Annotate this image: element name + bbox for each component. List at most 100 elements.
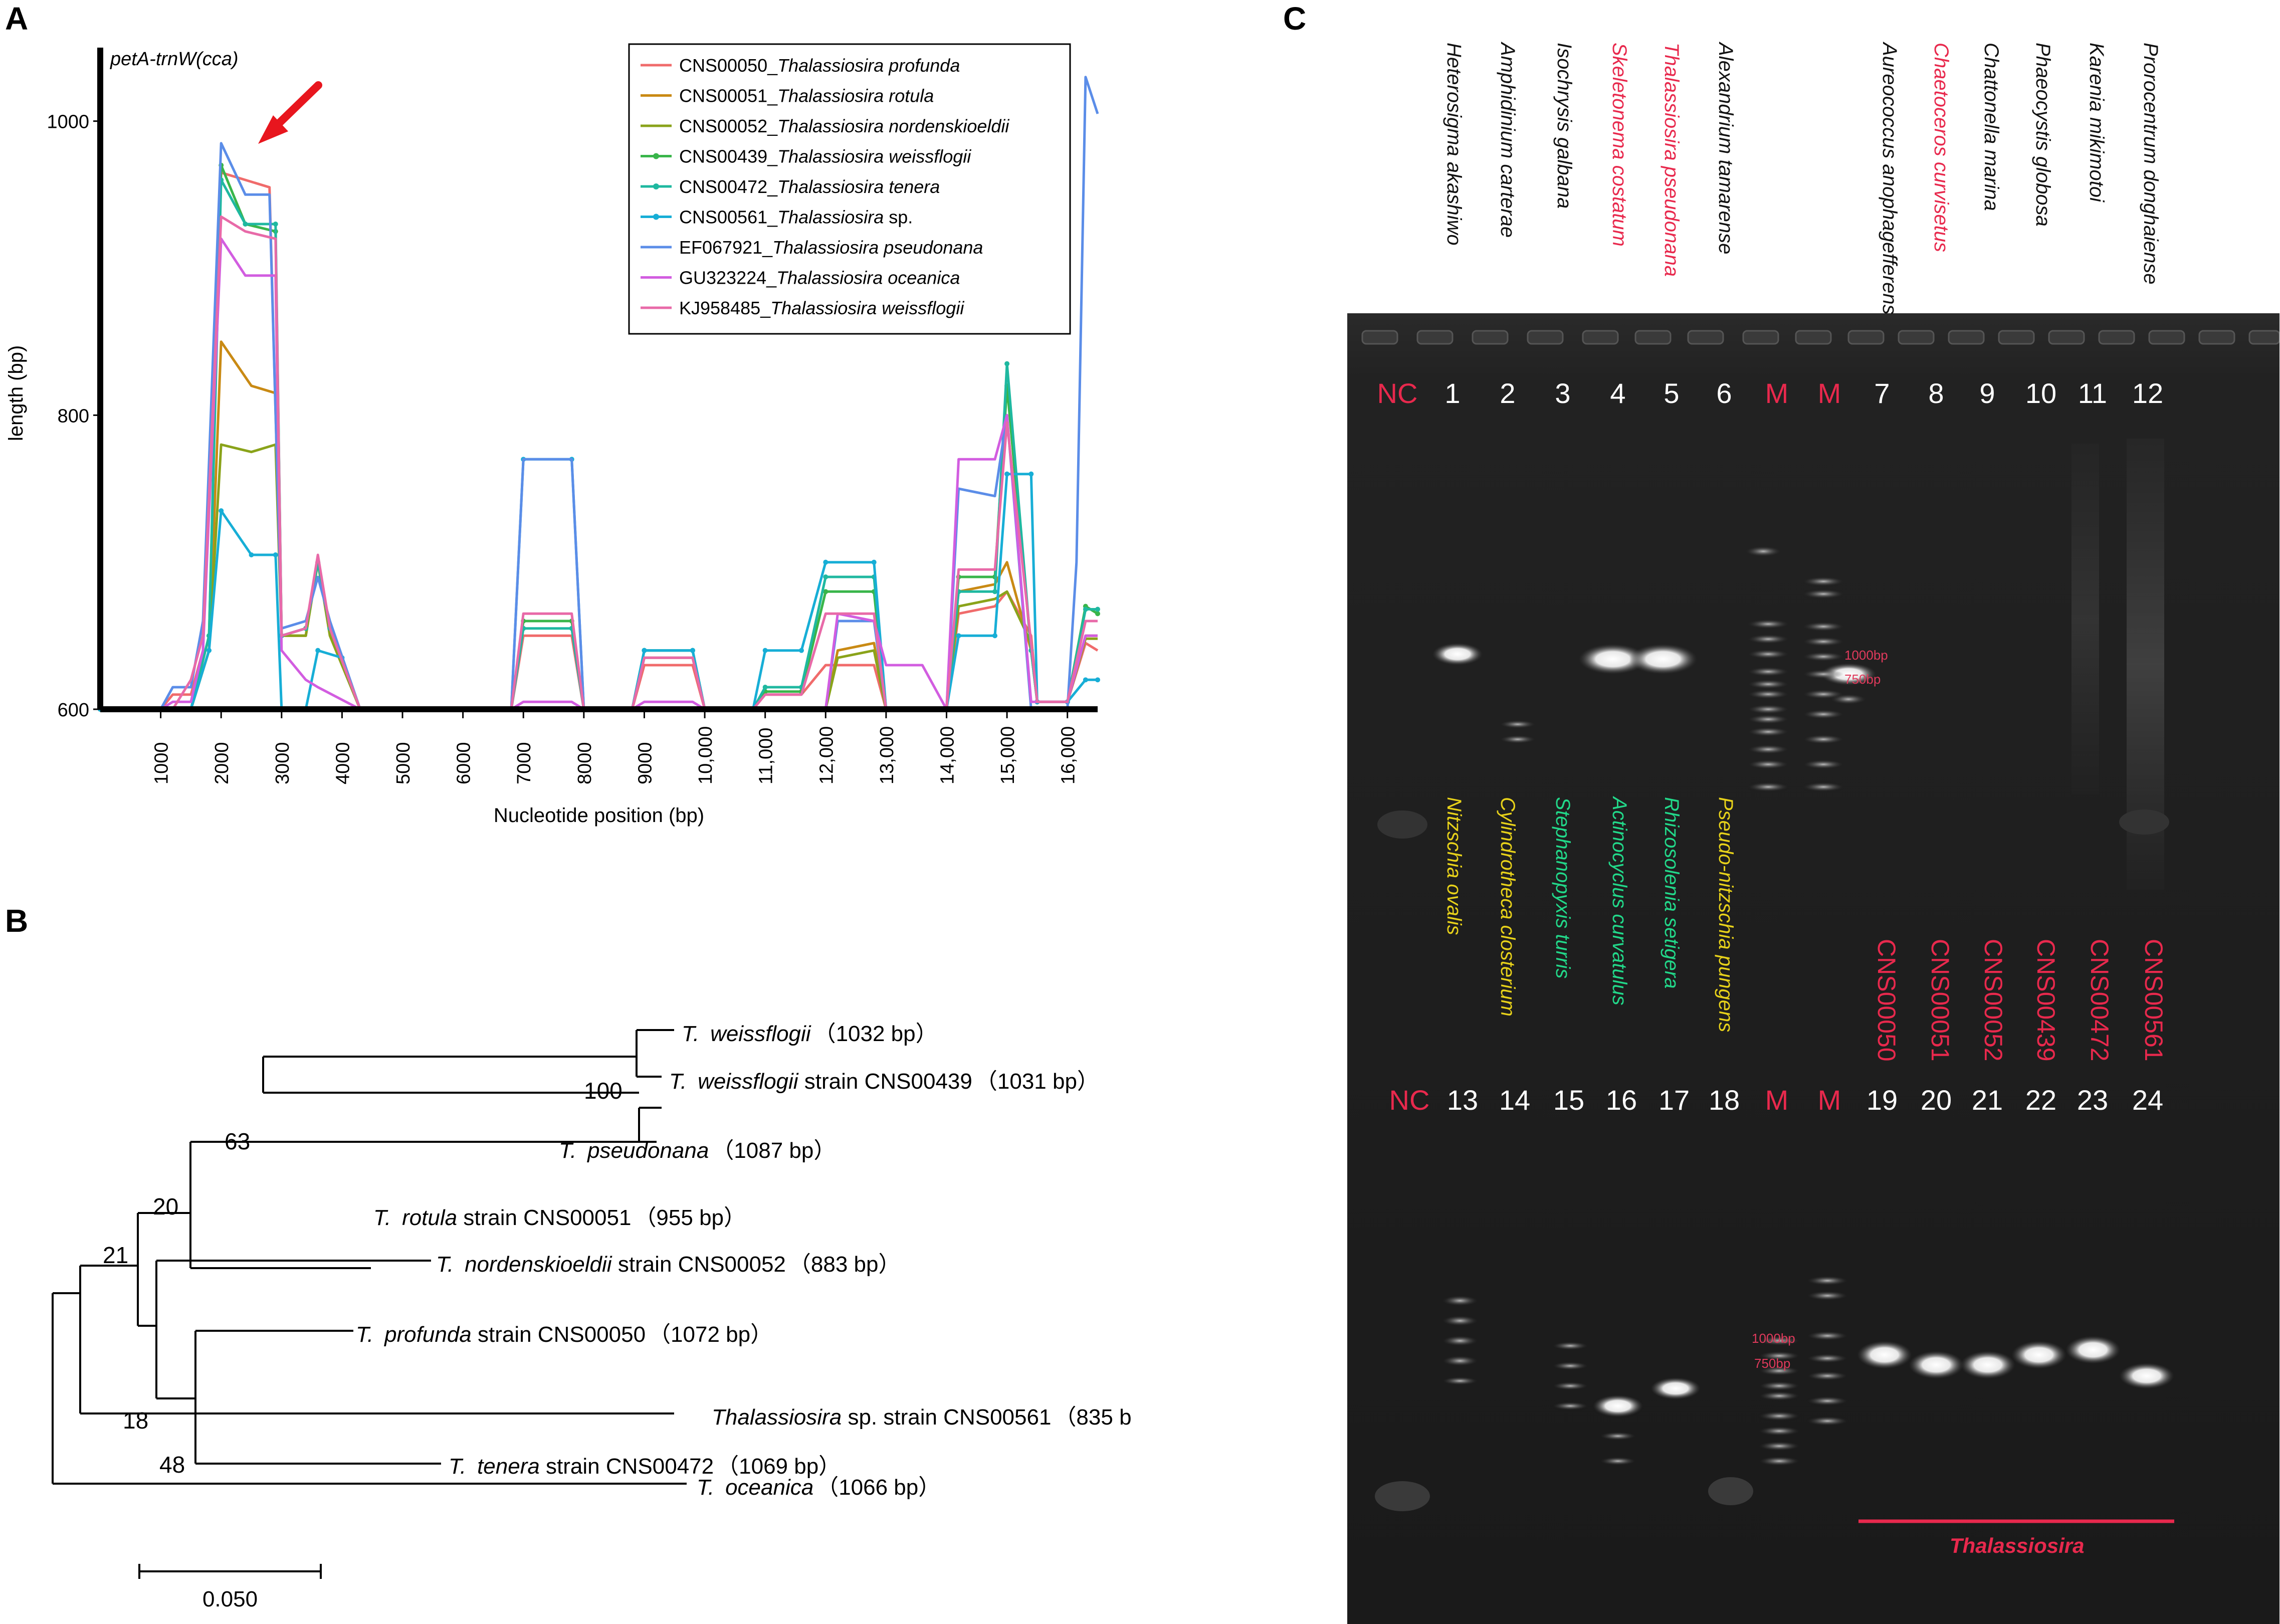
x-tick-label: 7000 [514, 742, 535, 784]
species-label: Stephanopyxis turris [1552, 797, 1574, 979]
y-tick-label: 800 [58, 405, 89, 427]
x-tick-label: 3000 [272, 742, 293, 784]
lane-number: NC [1377, 377, 1418, 409]
plot-area [98, 76, 1100, 712]
ladder-band [1803, 589, 1843, 598]
data-point [219, 508, 224, 513]
data-point [992, 633, 997, 639]
legend-entry: CNS00439_Thalassiosira weissflogii [641, 146, 971, 167]
marker-label-1000: 1000bp [1844, 648, 1888, 663]
data-point [206, 648, 212, 653]
ladder-band [1803, 670, 1843, 679]
thalassiosira-label: Thalassiosira [1950, 1534, 2085, 1557]
lane-number: 8 [1928, 377, 1944, 409]
tree-branches [52, 1029, 687, 1485]
ladder-band [1807, 1416, 1847, 1426]
taxon-label: T. profunda strain CNS00050 （1072 bp） [356, 1322, 772, 1347]
lane-number: 24 [2132, 1084, 2164, 1116]
strain-label: CNS00052 [1979, 939, 2007, 1062]
ladder-band [1803, 622, 1843, 631]
ladder-top-2 [1803, 577, 1843, 791]
y-axis-label: length (bp) [5, 345, 27, 441]
taxon-label: T. weissflogii strain CNS00439 （1031 bp） [669, 1069, 1099, 1094]
ladder-band [1748, 705, 1788, 714]
ladder-band [1803, 637, 1843, 646]
legend-entry: CNS00561_Thalassiosira sp. [641, 207, 913, 228]
taxon-label: T. pseudonana （1087 bp） [559, 1138, 836, 1163]
data-point [799, 648, 804, 653]
lane-number: 17 [1658, 1084, 1690, 1116]
x-tick-label: 5000 [393, 742, 414, 784]
ladder-band [1803, 760, 1843, 769]
lane-number: M [1817, 1084, 1841, 1116]
bootstrap-value: 100 [584, 1078, 623, 1104]
ladder-bottom-1 [1759, 1336, 1799, 1466]
species-label: Pseudo-nitzschia pungens [1715, 797, 1737, 1033]
x-tick-label: 12,000 [816, 726, 837, 784]
species-label: Aureococcus anophagefferens [1879, 43, 1901, 315]
lane-number: 3 [1555, 377, 1571, 409]
species-label: Phaeocystis globosa [2032, 43, 2054, 227]
y-tick-label: 600 [58, 700, 89, 721]
ladder-band [1803, 577, 1843, 586]
ladder-band [1807, 1371, 1847, 1380]
x-tick-label: 14,000 [937, 726, 958, 784]
taxon-label: T. rotula strain CNS00051 （955 bp） [373, 1205, 746, 1230]
data-point [1095, 611, 1100, 617]
bootstrap-value: 21 [103, 1242, 128, 1268]
bootstrap-value: 63 [225, 1128, 250, 1154]
ladder-band [1748, 650, 1788, 659]
data-point [1095, 677, 1100, 683]
data-point [1028, 471, 1034, 477]
data-point [273, 552, 278, 557]
x-axis-label: Nucleotide position (bp) [494, 804, 704, 827]
x-tick-label: 13,000 [877, 726, 898, 784]
region-annotation: petA-trnW(cca) [110, 49, 238, 70]
gel-image [1347, 313, 2279, 1624]
x-tick-labels: 1000 2000 3000 4000 5000 6000 7000 8000 9000 10,0… [151, 726, 1079, 784]
data-point [1004, 471, 1010, 477]
lane-number: 13 [1446, 1084, 1479, 1116]
ladder-band [1748, 690, 1788, 699]
data-point [315, 648, 321, 653]
species-label: Amphidinium carterae [1497, 43, 1519, 238]
strain-label: CNS00051 [1926, 939, 1954, 1062]
lane-number: 2 [1500, 377, 1516, 409]
legend-label: CNS00472_Thalassiosira tenera [679, 176, 940, 197]
data-point [249, 552, 254, 557]
lane-number: M [1765, 1084, 1789, 1116]
species-label: Chattonella marina [1980, 43, 2002, 211]
strain-label: CNS00439 [2032, 939, 2060, 1062]
data-point [243, 222, 248, 227]
data-point [1083, 677, 1088, 683]
species-label: Karenia mikimotoi [2086, 43, 2108, 202]
line-chart: 1000 2000 3000 4000 5000 6000 7000 8000 9000 10,0… [5, 43, 1100, 827]
lane-number: 10 [2025, 377, 2057, 409]
data-point [1095, 606, 1100, 612]
ladder-band [1803, 735, 1843, 744]
lane-number: NC [1389, 1084, 1430, 1116]
axes [93, 48, 1098, 718]
strain-label: CNS00050 [1873, 939, 1901, 1062]
taxon-label: T. weissflogii （1032 bp） [682, 1022, 938, 1046]
taxon-label: Thalassiosira sp. strain CNS00561（835 bp… [712, 1405, 1133, 1430]
legend-entry: CNS00052_Thalassiosira nordenskioeldii [641, 116, 1009, 136]
wells-top [1361, 330, 2279, 345]
species-label: Chaetoceros curvisetus [1930, 43, 1952, 252]
ladder-band [1759, 1457, 1799, 1466]
x-tick-label: 2000 [212, 742, 233, 784]
ladder-band [1803, 782, 1843, 791]
species-label: Prorocentrum donghaiense [2140, 43, 2162, 285]
x-tick-label: 16,000 [1058, 726, 1079, 784]
species-label: Nitzschia ovalis [1443, 797, 1465, 935]
species-label: Rhizosolenia setigera [1661, 797, 1683, 989]
data-point [762, 648, 768, 653]
ladder-band [1803, 690, 1843, 699]
ladder-band [1759, 1391, 1799, 1400]
panel-label-a: A [5, 1, 29, 37]
legend-label: CNS00439_Thalassiosira weissflogii [679, 146, 971, 167]
ladder-bottom-2 [1807, 1276, 1847, 1426]
x-tick-label: 9000 [635, 742, 656, 784]
y-tick-label: 1000 [47, 112, 89, 133]
series-line-8 [100, 215, 1098, 711]
